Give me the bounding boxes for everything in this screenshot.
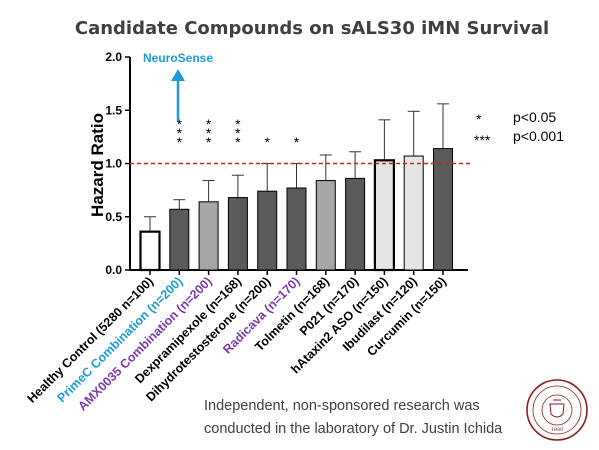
chart-title: Candidate Compounds on sALS30 iMN Surviv…	[75, 18, 549, 39]
significance-marker: *	[235, 125, 241, 141]
bar	[227, 197, 248, 271]
legend-symbol-2: ***	[474, 132, 491, 148]
category-label: Healthy Control (5280 n=100)	[25, 274, 156, 405]
legend-symbol-1: *	[476, 111, 482, 127]
neurosense-arrow-icon	[171, 69, 185, 121]
legend-label-1: p<0.05	[513, 109, 556, 125]
neurosense-annotation: NeuroSense	[143, 51, 213, 65]
seal-year: 1880	[551, 427, 564, 433]
significance-marker: *	[294, 134, 300, 150]
y-tick-label: 2.0	[105, 50, 122, 64]
footnote-line-2: conducted in the laboratory of Dr. Justi…	[204, 421, 503, 437]
legend-label-2: p<0.001	[513, 128, 564, 144]
significance-marker: *	[206, 116, 212, 132]
footnote-line-1: Independent, non-sponsored research was	[204, 398, 480, 414]
significance-marker: *	[235, 134, 241, 150]
significance-marker: *	[264, 134, 270, 150]
significance-marker: *	[177, 134, 183, 150]
significance-marker: *	[177, 116, 183, 132]
bar	[433, 148, 453, 271]
bar	[198, 201, 219, 271]
y-tick-label: 0.5	[105, 210, 122, 224]
y-tick-label: 1.5	[105, 103, 122, 117]
bar	[345, 177, 366, 271]
significance-marker: *	[235, 116, 241, 132]
significance-marker: *	[206, 125, 212, 141]
bar	[373, 159, 395, 272]
bar	[286, 187, 307, 271]
bar	[403, 155, 424, 271]
bar	[169, 208, 190, 271]
bar	[257, 190, 278, 271]
y-axis-label: Hazard Ratio	[88, 113, 107, 217]
plot-area: 0.0 0.5 1.0 1.5 2.0 Healthy Control (5280 n=1…	[25, 50, 472, 414]
university-seal-icon: 1880	[526, 379, 588, 441]
significance-marker: *	[206, 134, 212, 150]
y-tick-label: 0.0	[105, 263, 122, 277]
significance-marker: *	[177, 125, 183, 141]
y-tick-label: 1.0	[105, 157, 122, 171]
bar	[315, 180, 336, 271]
y-axis-title: Hazard Ratio	[88, 113, 107, 217]
bar	[139, 230, 161, 272]
